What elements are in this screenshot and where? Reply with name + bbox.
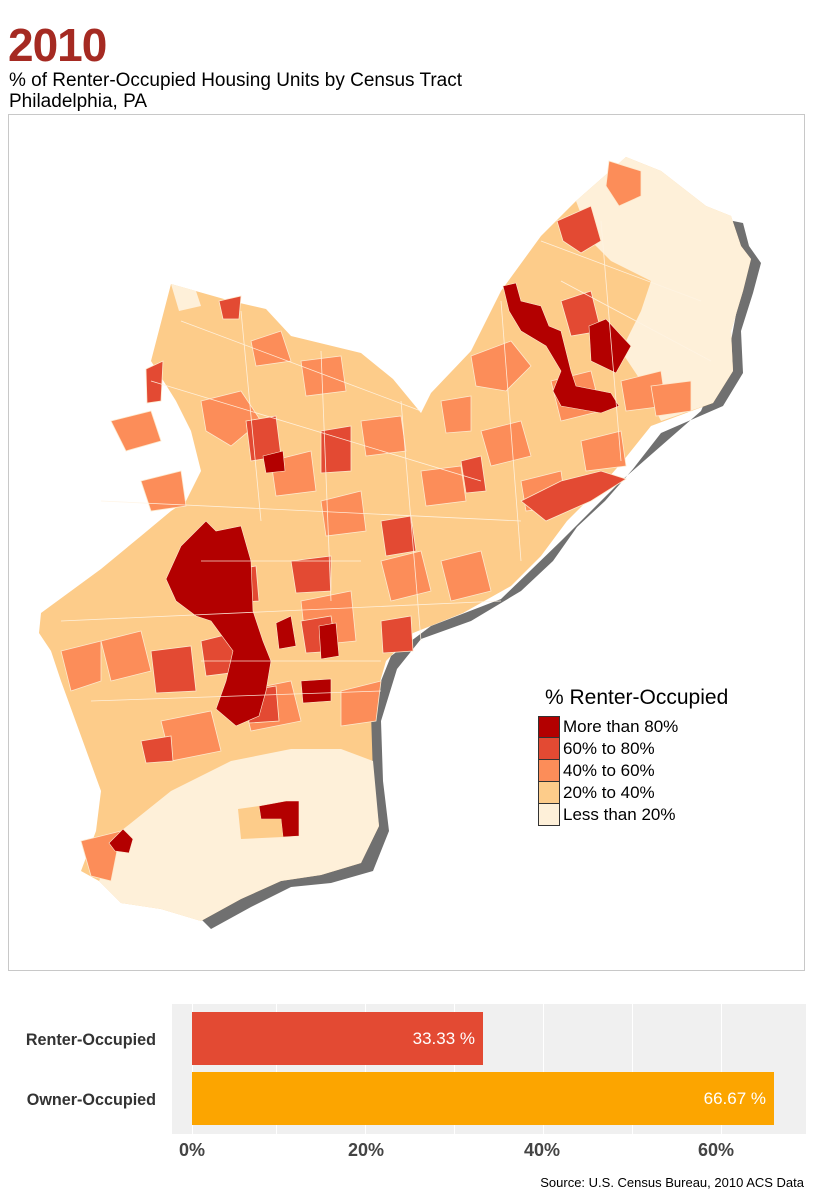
legend-item-less-than-20: Less than 20% xyxy=(538,804,728,826)
x-tick-60: 60% xyxy=(697,1140,735,1160)
bar-value-label: 33.33 % xyxy=(412,1029,475,1048)
map-year-title: 2010 xyxy=(8,19,107,71)
legend-label: More than 80% xyxy=(563,717,679,736)
gridline xyxy=(632,1004,633,1134)
category-label-renter: Renter-Occupied xyxy=(25,1030,156,1049)
tenure-bar-chart: 33.33 % 66.67 % Renter-Occupied Owner-Oc… xyxy=(0,1000,814,1200)
gridline xyxy=(454,1004,455,1134)
x-tick-20: 20% xyxy=(347,1140,385,1160)
map-subtitle: % of Renter-Occupied Housing Units by Ce… xyxy=(9,70,462,112)
legend-item-60-to-80: 60% to 80% xyxy=(538,738,728,760)
subtitle-line-2: Philadelphia, PA xyxy=(9,91,148,112)
bar-owner-occupied: 66.67 % xyxy=(192,1072,774,1125)
legend-item-40-to-60: 40% to 60% xyxy=(538,760,728,782)
legend-swatch xyxy=(538,804,560,826)
legend-label: Less than 20% xyxy=(563,805,676,824)
bar-renter-occupied: 33.33 % xyxy=(192,1012,483,1065)
gridline xyxy=(543,1004,544,1134)
gridline xyxy=(721,1004,722,1134)
bar-plot-area: 33.33 % 66.67 % xyxy=(172,1004,806,1134)
legend-item-more-than-80: More than 80% xyxy=(538,716,728,738)
legend-label: 40% to 60% xyxy=(563,761,655,780)
source-note: Source: U.S. Census Bureau, 2010 ACS Dat… xyxy=(540,1175,804,1190)
legend-swatch xyxy=(538,716,560,738)
map-legend: % Renter-Occupied More than 80% 60% to 8… xyxy=(538,686,728,826)
map-panel: % Renter-Occupied More than 80% 60% to 8… xyxy=(8,114,805,971)
category-label-owner: Owner-Occupied xyxy=(26,1090,156,1109)
subtitle-line-1: % of Renter-Occupied Housing Units by Ce… xyxy=(9,70,463,91)
legend-item-20-to-40: 20% to 40% xyxy=(538,782,728,804)
philadelphia-tract-map xyxy=(39,157,761,929)
legend-swatch xyxy=(538,760,560,782)
gridline xyxy=(192,1004,193,1134)
legend-swatch xyxy=(538,782,560,804)
legend-label: 60% to 80% xyxy=(563,739,655,758)
gridline xyxy=(365,1004,366,1134)
x-tick-0: 0% xyxy=(178,1140,206,1160)
legend-title: % Renter-Occupied xyxy=(545,686,729,709)
x-tick-40: 40% xyxy=(523,1140,561,1160)
bar-value-label: 66.67 % xyxy=(703,1089,766,1108)
legend-swatch xyxy=(538,738,560,760)
gridline xyxy=(276,1004,277,1134)
legend-label: 20% to 40% xyxy=(563,783,655,802)
